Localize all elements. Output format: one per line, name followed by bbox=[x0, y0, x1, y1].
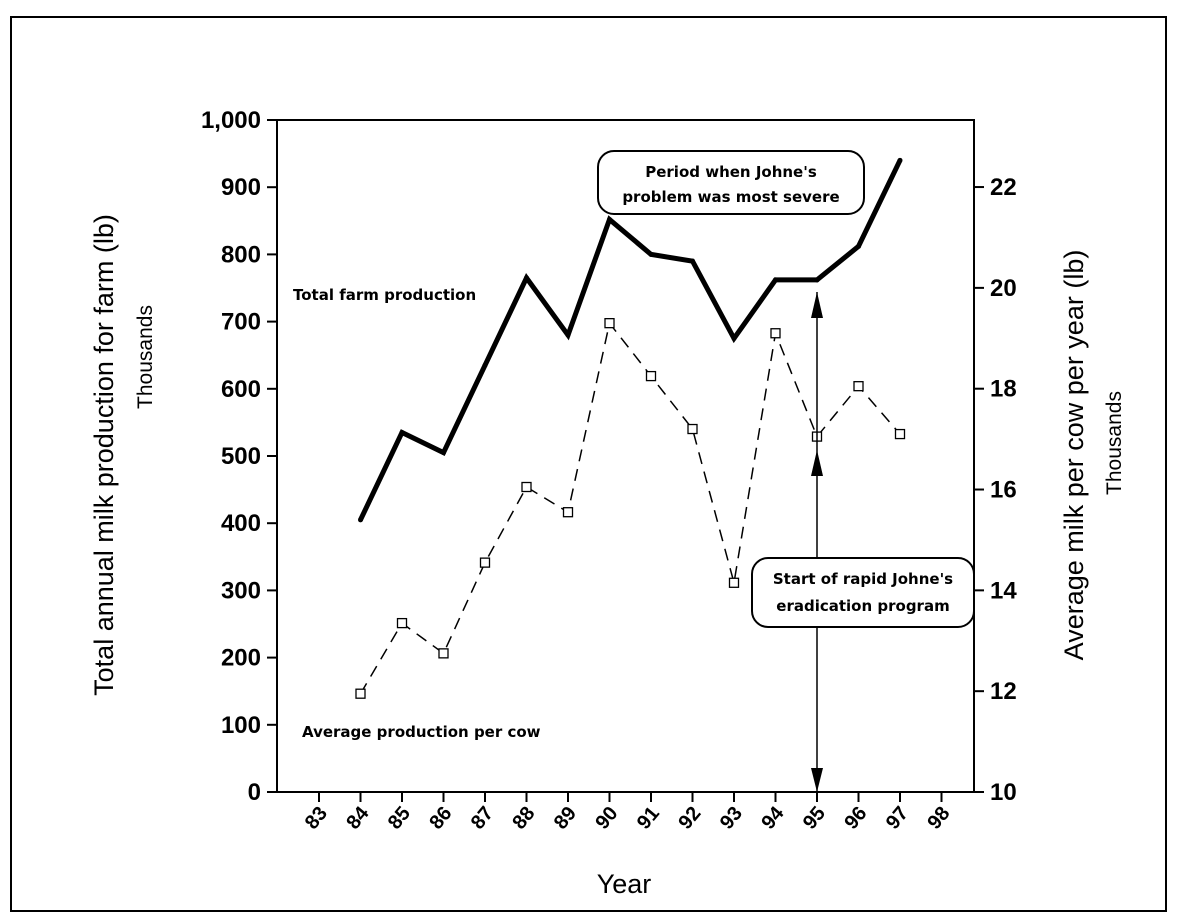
x-tick-label: 97 bbox=[882, 803, 913, 834]
left-axis-title: Total annual milk production for farm (l… bbox=[89, 214, 119, 696]
point-average bbox=[562, 507, 574, 518]
point-total bbox=[358, 517, 363, 523]
right-axis-ticks: 10 12 14 16 18 20 22 bbox=[974, 174, 1017, 806]
left-tick-label: 600 bbox=[221, 376, 261, 403]
point-total bbox=[856, 243, 861, 249]
left-tick-label: 700 bbox=[221, 309, 261, 336]
arrow-head-up-top bbox=[811, 292, 823, 318]
left-tick-label: 1,000 bbox=[201, 107, 261, 134]
point-total bbox=[897, 157, 903, 163]
x-tick-label: 94 bbox=[757, 802, 789, 834]
point-total bbox=[565, 332, 571, 338]
left-tick-label: 400 bbox=[221, 510, 261, 537]
callout-top-text: problem was most severe bbox=[622, 188, 839, 206]
callout-top-text: Period when Johne's bbox=[645, 163, 817, 181]
series-line-average bbox=[359, 321, 901, 695]
point-average bbox=[396, 617, 408, 629]
point-total bbox=[607, 216, 612, 222]
x-tick-label: 86 bbox=[425, 803, 456, 834]
point-average bbox=[728, 577, 740, 588]
x-tick-label: 85 bbox=[384, 803, 415, 834]
x-tick-label: 96 bbox=[840, 803, 871, 834]
point-total bbox=[524, 275, 529, 281]
left-tick-label: 800 bbox=[221, 241, 261, 268]
point-average bbox=[770, 328, 781, 339]
point-average bbox=[853, 381, 864, 392]
x-tick-label: 93 bbox=[716, 803, 747, 834]
point-average bbox=[687, 423, 698, 435]
point-average bbox=[604, 318, 615, 329]
point-average bbox=[894, 428, 906, 440]
series-label-average: Average production per cow bbox=[302, 723, 541, 741]
left-tick-label: 900 bbox=[221, 174, 261, 201]
right-tick-label: 16 bbox=[990, 477, 1017, 504]
x-tick-label: 95 bbox=[799, 803, 830, 834]
right-tick-label: 12 bbox=[990, 678, 1017, 705]
left-tick-label: 300 bbox=[221, 577, 261, 604]
series-layer bbox=[355, 157, 906, 699]
x-tick-label: 89 bbox=[550, 803, 581, 834]
x-tick-label: 87 bbox=[467, 803, 498, 834]
point-average bbox=[479, 557, 491, 568]
left-tick-label: 0 bbox=[248, 779, 261, 806]
right-axis-units: Thousands bbox=[1103, 391, 1126, 495]
callout-bottom-text: eradication program bbox=[776, 597, 949, 615]
right-axis-title: Average milk per cow per year (lb) bbox=[1059, 250, 1089, 661]
x-tick-label: 98 bbox=[923, 803, 954, 834]
right-tick-label: 14 bbox=[990, 577, 1017, 604]
point-average bbox=[645, 370, 657, 382]
left-tick-label: 200 bbox=[221, 645, 261, 672]
callout-top-box bbox=[597, 150, 865, 215]
x-axis-ticks: 83 84 85 86 87 88 89 90 91 92 93 94 95 96 97 98 bbox=[301, 792, 954, 834]
series-label-total: Total farm production bbox=[293, 286, 476, 304]
annotation-layer: Period when Johne's problem was most seve… bbox=[597, 150, 975, 792]
right-tick-label: 10 bbox=[990, 779, 1017, 806]
x-tick-label: 84 bbox=[342, 802, 374, 834]
series-line-total bbox=[358, 159, 903, 521]
point-average bbox=[355, 688, 366, 699]
arrow-head-up-middle bbox=[811, 450, 823, 476]
point-total bbox=[482, 362, 488, 368]
right-tick-label: 18 bbox=[990, 376, 1017, 403]
point-total bbox=[731, 335, 737, 341]
x-tick-label: 90 bbox=[591, 803, 622, 834]
left-tick-label: 500 bbox=[221, 443, 261, 470]
left-axis-ticks: 0 100 200 300 400 500 600 700 800 900 1,000 bbox=[201, 107, 277, 806]
point-average bbox=[521, 481, 532, 493]
x-axis-title: Year bbox=[597, 869, 652, 899]
arrow-head-down-bottom bbox=[811, 768, 823, 792]
callout-bottom-box bbox=[751, 557, 975, 628]
x-tick-label: 88 bbox=[508, 803, 539, 834]
point-total bbox=[441, 450, 446, 456]
point-total bbox=[399, 429, 405, 435]
callout-bottom-text: Start of rapid Johne's bbox=[773, 570, 953, 588]
x-tick-label: 83 bbox=[301, 803, 332, 834]
point-total bbox=[690, 258, 695, 264]
right-tick-label: 22 bbox=[990, 174, 1017, 201]
right-tick-label: 20 bbox=[990, 275, 1017, 302]
left-axis-units: Thousands bbox=[134, 305, 157, 409]
point-total bbox=[814, 277, 820, 283]
left-tick-label: 100 bbox=[221, 712, 261, 739]
point-total bbox=[773, 277, 778, 283]
point-total bbox=[648, 251, 654, 257]
point-average bbox=[438, 648, 449, 659]
x-tick-label: 92 bbox=[674, 803, 705, 834]
x-tick-label: 91 bbox=[633, 803, 664, 834]
